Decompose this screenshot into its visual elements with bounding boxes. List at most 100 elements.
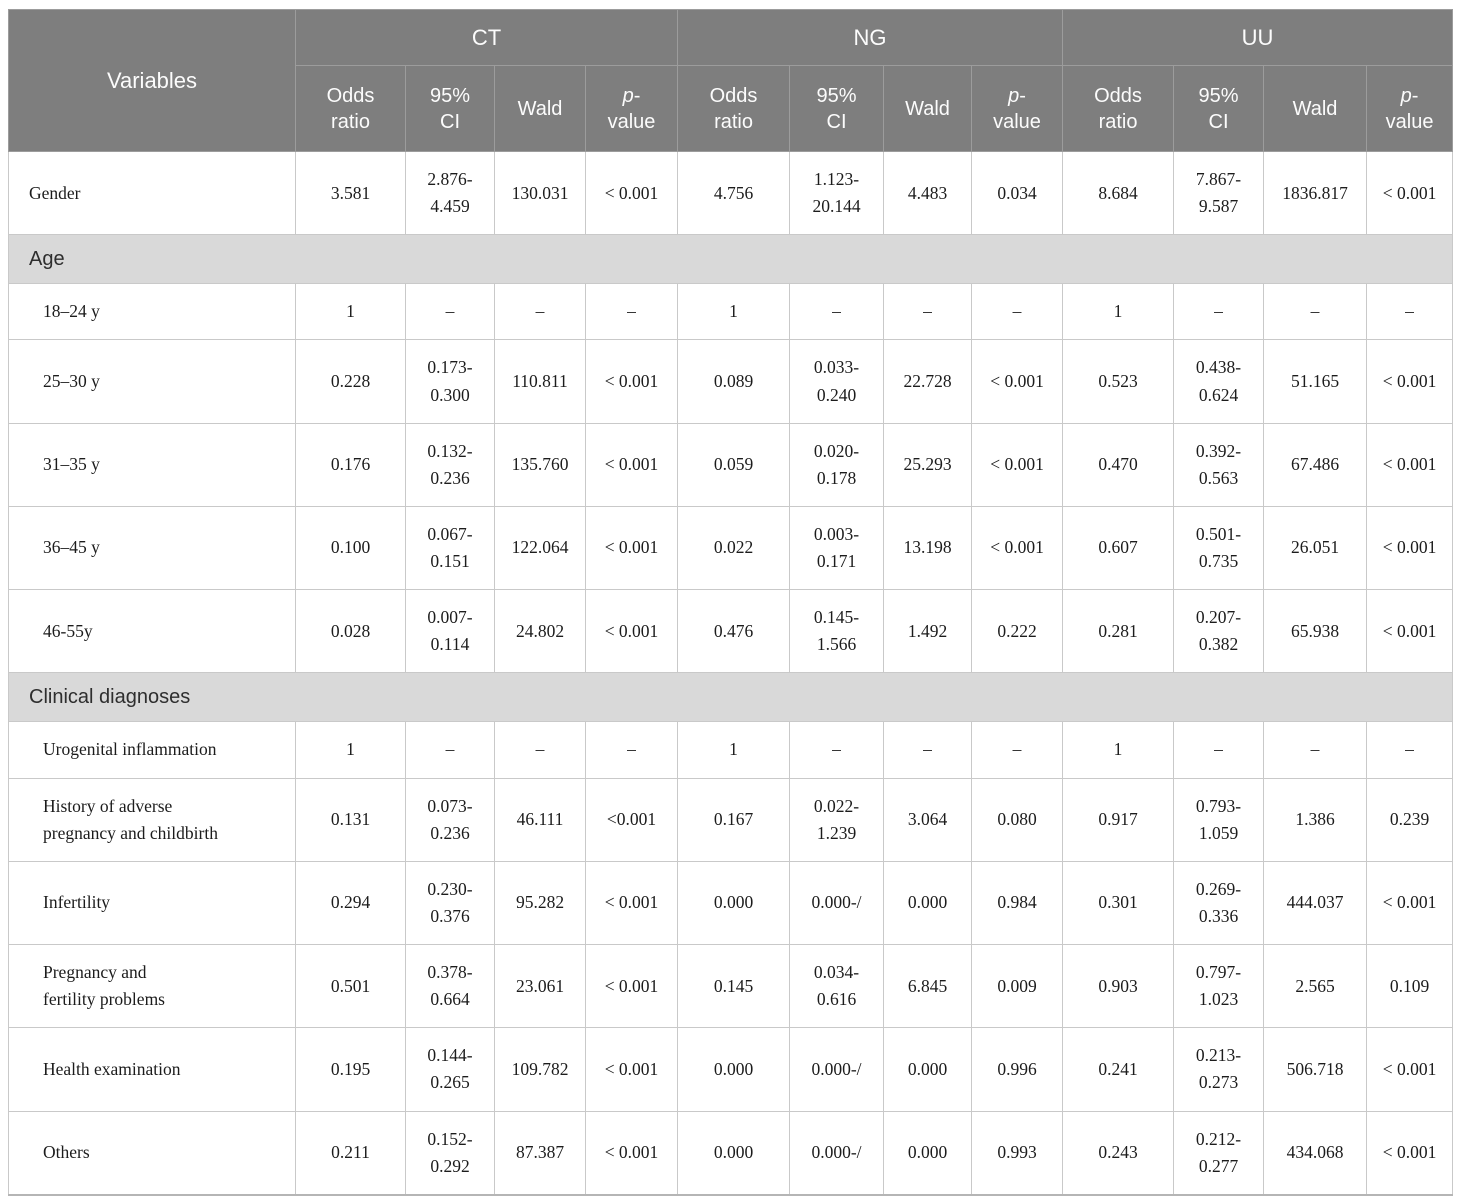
value-cell: 0.007- 0.114	[405, 589, 495, 674]
table-row: 25–30 y 0.228 0.173- 0.300 110.811 < 0.001 0.…	[8, 339, 1454, 424]
value-cell: 1.123- 20.144	[789, 150, 885, 236]
col-header-wald-uu: Wald	[1263, 65, 1368, 152]
group-header-ng: NG	[677, 9, 1064, 66]
value-cell: 8.684	[1062, 150, 1175, 236]
value-cell: 0.089	[677, 339, 791, 424]
value-cell: 0.476	[677, 589, 791, 674]
value-cell: 95.282	[494, 860, 586, 946]
value-cell: < 0.001	[971, 422, 1064, 507]
value-cell: 434.068	[1263, 1110, 1368, 1196]
value-cell: 0.797- 1.023	[1173, 943, 1265, 1029]
value-cell: –	[1263, 721, 1368, 779]
value-cell: 0.176	[295, 422, 406, 507]
value-cell: < 0.001	[1366, 1027, 1454, 1112]
value-cell: 0.003- 0.171	[789, 505, 885, 591]
value-cell: 0.993	[971, 1110, 1064, 1196]
value-cell: 0.230- 0.376	[405, 860, 495, 946]
value-cell: –	[584, 721, 679, 779]
value-cell: –	[1173, 283, 1265, 341]
value-cell: 1	[295, 283, 406, 341]
value-cell: 25.293	[883, 422, 973, 507]
value-cell: 1.492	[883, 589, 973, 674]
variable-label: Infertility	[8, 860, 296, 946]
value-cell: –	[789, 721, 885, 779]
col-header-ci-ng: 95% CI	[789, 65, 885, 152]
value-cell: 0.000	[677, 1027, 791, 1112]
value-cell: –	[1366, 283, 1454, 341]
value-cell: < 0.001	[584, 1027, 679, 1112]
value-cell: 7.867- 9.587	[1173, 150, 1265, 236]
value-cell: 4.483	[883, 150, 973, 236]
table-row: Others 0.211 0.152- 0.292 87.387 < 0.001 0.00…	[8, 1110, 1454, 1196]
value-cell: 87.387	[494, 1110, 586, 1196]
value-cell: 22.728	[883, 339, 973, 424]
value-cell: 0.984	[971, 860, 1064, 946]
value-cell: 6.845	[883, 943, 973, 1029]
table-header: Variables CT NG UU Odds ratio 95% CI Wal…	[8, 9, 1454, 152]
p-rest: - value	[993, 84, 1041, 133]
table-row: History of adverse pregnancy and childbi…	[8, 777, 1454, 862]
value-cell: 0.000-/	[789, 1027, 885, 1112]
value-cell: < 0.001	[584, 943, 679, 1029]
value-cell: 0.028	[295, 589, 406, 674]
value-cell: 0.793- 1.059	[1173, 777, 1265, 862]
value-cell: 2.565	[1263, 943, 1368, 1029]
value-cell: 0.212- 0.277	[1173, 1110, 1265, 1196]
value-cell: 0.000-/	[789, 860, 885, 946]
group-header-uu: UU	[1062, 9, 1454, 66]
variable-label: 25–30 y	[8, 339, 296, 424]
value-cell: 0.294	[295, 860, 406, 946]
col-header-odds-ratio-uu: Odds ratio	[1062, 65, 1175, 152]
col-header-pvalue-ng: p- value	[971, 65, 1064, 152]
value-cell: < 0.001	[584, 1110, 679, 1196]
value-cell: 0.523	[1062, 339, 1175, 424]
value-cell: 1836.817	[1263, 150, 1368, 236]
value-cell: < 0.001	[1366, 422, 1454, 507]
value-cell: 0.239	[1366, 777, 1454, 862]
value-cell: –	[405, 721, 495, 779]
value-cell: 3.581	[295, 150, 406, 236]
value-cell: 24.802	[494, 589, 586, 674]
value-cell: < 0.001	[1366, 505, 1454, 591]
value-cell: 67.486	[1263, 422, 1368, 507]
value-cell: 1	[1062, 283, 1175, 341]
value-cell: 23.061	[494, 943, 586, 1029]
value-cell: –	[405, 283, 495, 341]
p-italic: p	[1008, 84, 1020, 107]
value-cell: 0.301	[1062, 860, 1175, 946]
p-italic: p	[1400, 84, 1412, 107]
value-cell: 51.165	[1263, 339, 1368, 424]
value-cell: 0.903	[1062, 943, 1175, 1029]
value-cell: 0.000-/	[789, 1110, 885, 1196]
value-cell: 0.213- 0.273	[1173, 1027, 1265, 1112]
table-row: 36–45 y 0.100 0.067- 0.151 122.064 < 0.001 0.…	[8, 505, 1454, 591]
value-cell: 46.111	[494, 777, 586, 862]
group-header-row: Variables CT NG UU	[8, 9, 1454, 152]
value-cell: 0.195	[295, 1027, 406, 1112]
variable-label: Gender	[8, 150, 296, 236]
value-cell: 0.020- 0.178	[789, 422, 885, 507]
value-cell: 0.607	[1062, 505, 1175, 591]
value-cell: 0.131	[295, 777, 406, 862]
value-cell: –	[494, 283, 586, 341]
value-cell: < 0.001	[584, 150, 679, 236]
value-cell: 0.100	[295, 505, 406, 591]
value-cell: 0.009	[971, 943, 1064, 1029]
value-cell: 109.782	[494, 1027, 586, 1112]
value-cell: –	[971, 721, 1064, 779]
col-header-pvalue-ct: p- value	[584, 65, 679, 152]
section-label: Clinical diagnoses	[7, 672, 1454, 723]
value-cell: 4.756	[677, 150, 791, 236]
value-cell: 0.222	[971, 589, 1064, 674]
value-cell: 0.145- 1.566	[789, 589, 885, 674]
value-cell: < 0.001	[584, 339, 679, 424]
value-cell: < 0.001	[1366, 860, 1454, 946]
value-cell: 0.000	[677, 1110, 791, 1196]
variable-label: Pregnancy and fertility problems	[8, 943, 296, 1029]
value-cell: 0.917	[1062, 777, 1175, 862]
value-cell: 0.034	[971, 150, 1064, 236]
value-cell: 26.051	[1263, 505, 1368, 591]
col-header-odds-ratio-ct: Odds ratio	[295, 65, 406, 152]
value-cell: 135.760	[494, 422, 586, 507]
value-cell: 0.438- 0.624	[1173, 339, 1265, 424]
